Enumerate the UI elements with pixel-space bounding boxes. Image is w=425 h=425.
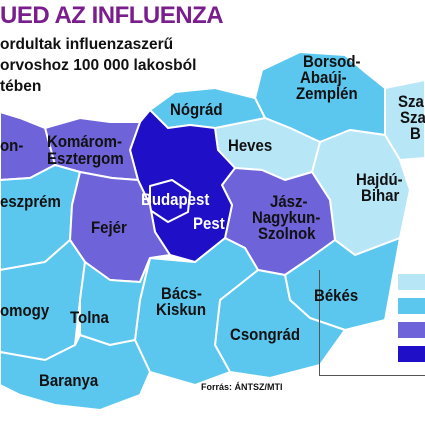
label-szabolcs-2: Sza xyxy=(400,108,425,128)
label-borsod-3: Zemplén xyxy=(296,84,358,104)
map-subtitle-line-3: tében xyxy=(0,78,42,95)
label-nograd: Nógrád xyxy=(170,100,223,120)
label-bacs-2: Kiskun xyxy=(156,300,207,320)
map-title: UED AZ INFLUENZA xyxy=(0,2,224,29)
label-borsod-1: Borsod- xyxy=(303,52,361,72)
legend-frame-horizontal xyxy=(319,375,425,376)
legend-swatch-level-1 xyxy=(398,274,425,290)
label-heves: Heves xyxy=(228,136,273,156)
label-csongrad: Csongrád xyxy=(230,325,301,345)
label-somogy: omogy xyxy=(0,301,50,321)
label-jasz-1: Jász- xyxy=(270,192,308,212)
label-jasz-2: Nagykun- xyxy=(252,208,321,228)
label-borsod-2: Abaúj- xyxy=(300,68,347,88)
label-bekes: Békés xyxy=(314,286,359,306)
legend-swatch-level-2 xyxy=(398,298,425,314)
legend-frame-vertical xyxy=(319,270,320,376)
label-komarom-2: Esztergom xyxy=(47,149,124,169)
label-bacs-1: Bács- xyxy=(161,284,202,304)
label-hajdu-1: Hajdú- xyxy=(356,170,403,190)
label-baranya: Baranya xyxy=(39,371,99,391)
county-baranya xyxy=(0,334,151,411)
label-komarom-1: Komárom- xyxy=(47,132,123,152)
label-hajdu-2: Bihar xyxy=(361,186,400,206)
map-subtitle-line-1: ordultak influenzaszerű xyxy=(0,36,174,53)
source-credit: Forrás: ÁNTSZ/MTI xyxy=(201,382,283,392)
label-gyor: on- xyxy=(0,136,24,156)
label-fejer: Fejér xyxy=(91,218,127,238)
legend-swatch-level-4 xyxy=(398,346,425,362)
legend-swatch-level-3 xyxy=(398,322,425,338)
label-szabolcs-3: B xyxy=(410,124,421,144)
label-veszprem: eszprém xyxy=(0,192,61,212)
map-subtitle-line-2: orvoshoz 100 000 lakosból xyxy=(0,57,197,74)
label-szabolcs-1: Sza xyxy=(398,92,424,112)
label-pest: Pest xyxy=(193,214,225,234)
label-tolna: Tolna xyxy=(70,308,109,328)
county-tolna xyxy=(79,257,151,346)
label-jasz-3: Szolnok xyxy=(258,224,316,244)
label-budapest: Budapest xyxy=(141,190,210,210)
